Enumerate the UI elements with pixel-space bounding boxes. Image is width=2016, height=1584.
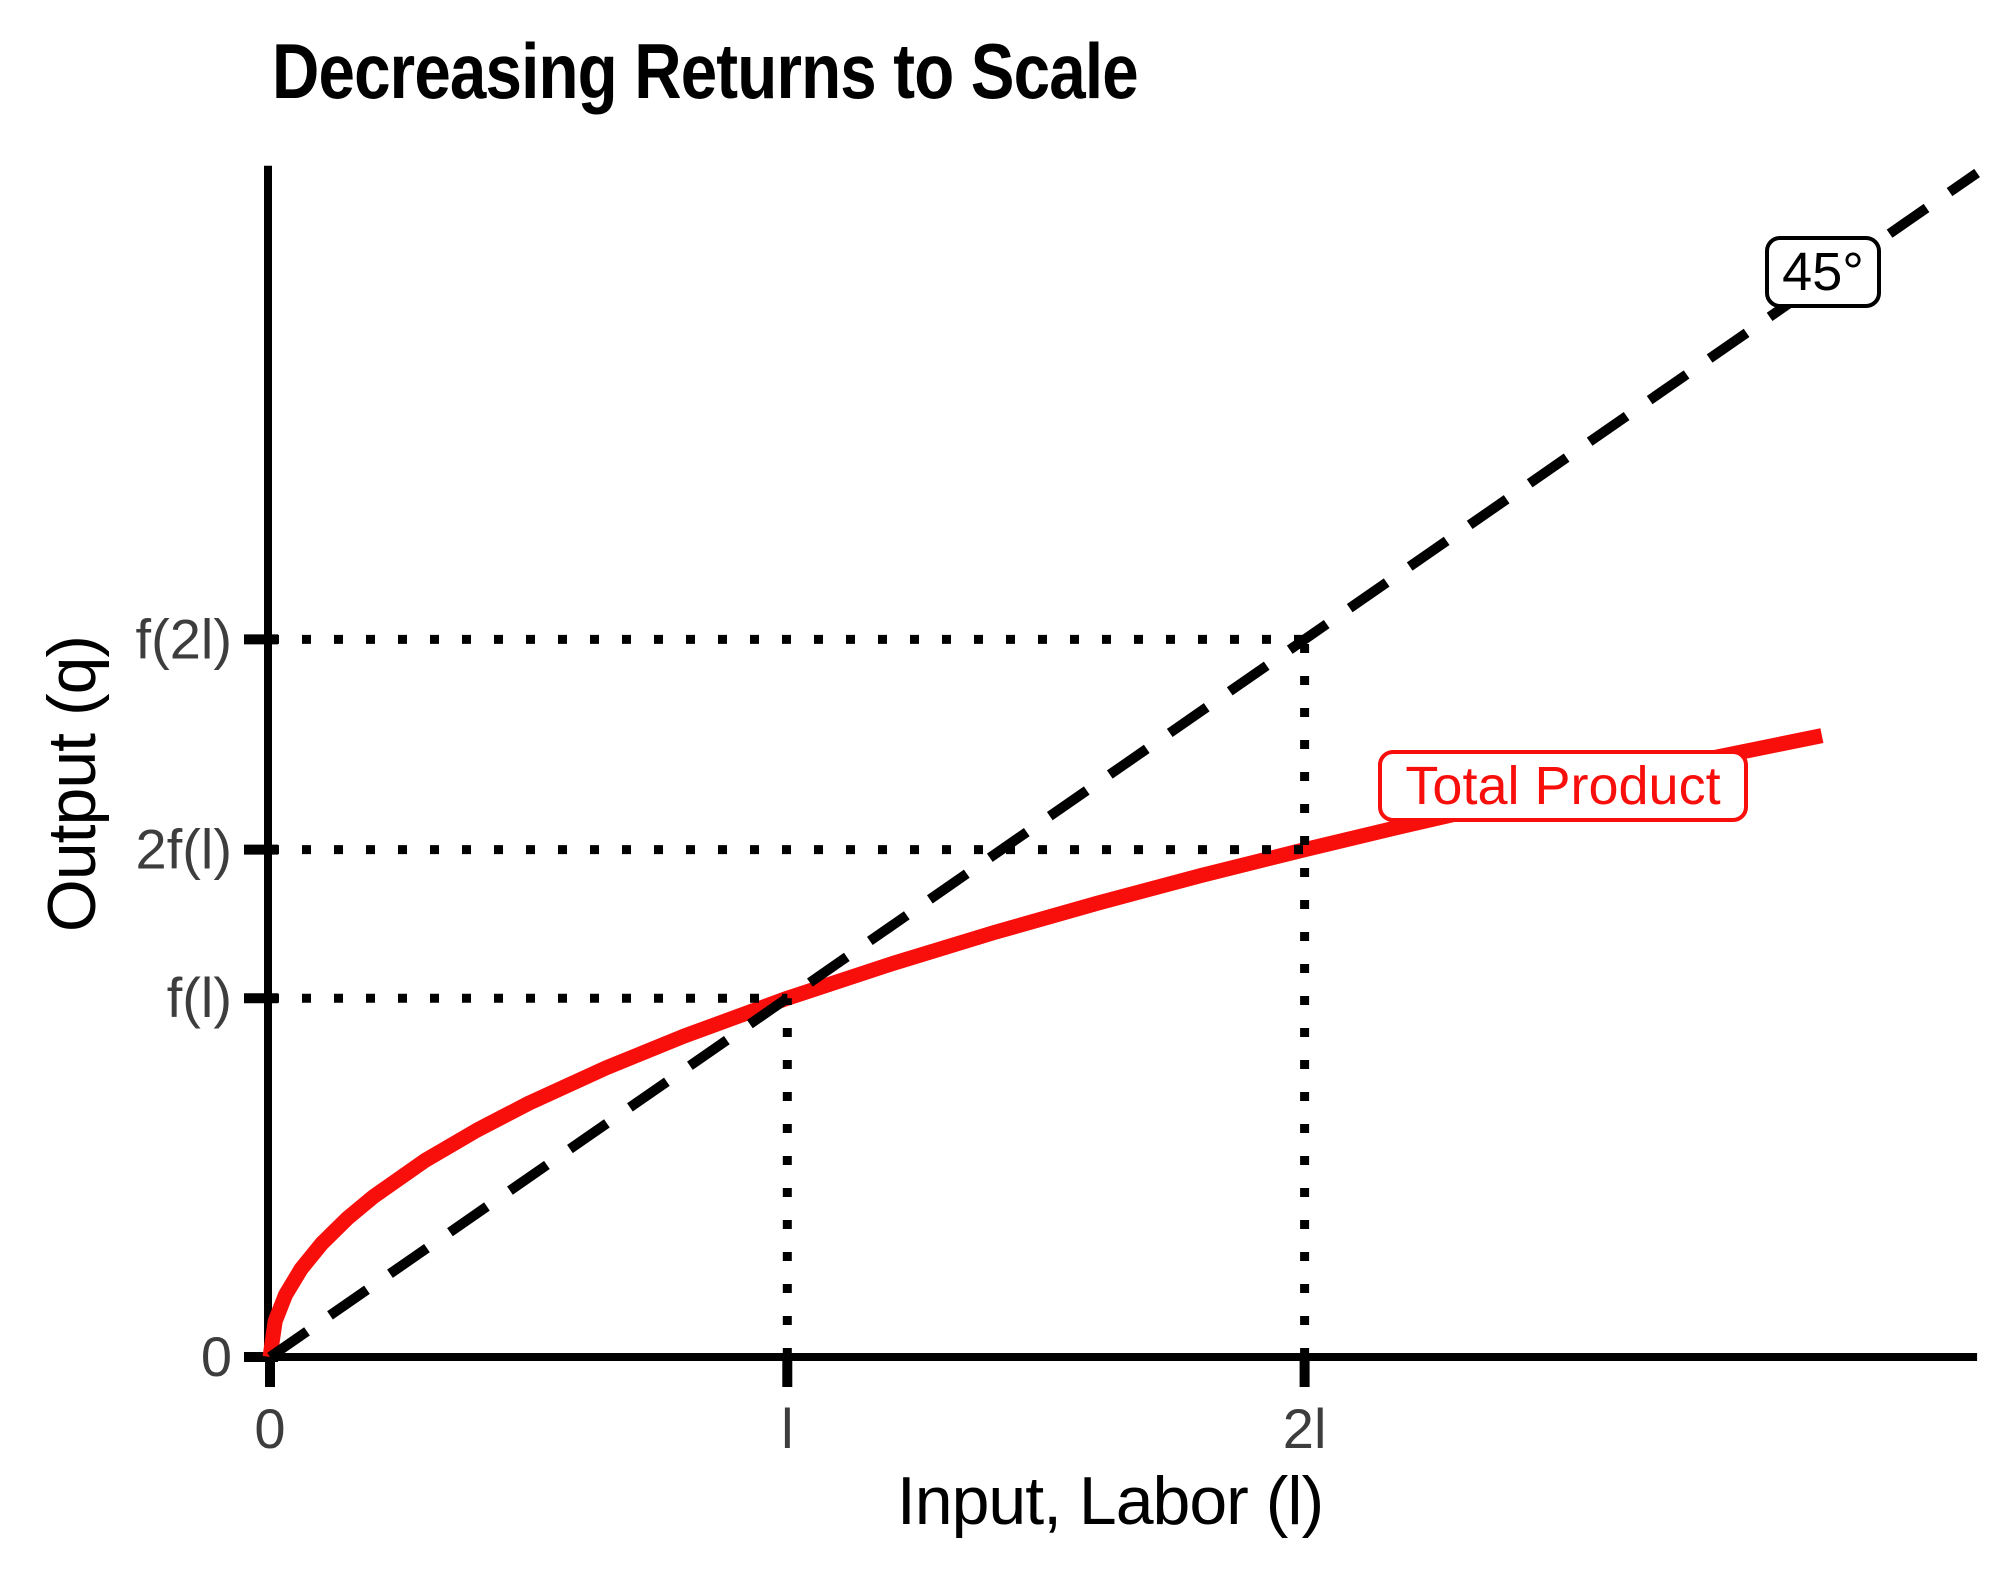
total-product-label: Total Product: [1378, 750, 1748, 822]
x-axis-title: Input, Labor (l): [896, 1463, 1324, 1539]
y-tick-label: f(2l): [136, 607, 232, 670]
forty-five-degree-label: 45°: [1765, 236, 1881, 308]
forty-five-degree-line: [267, 168, 1980, 1362]
x-tick-label: 0: [254, 1397, 285, 1460]
y-axis-title: Output (q): [34, 635, 110, 933]
x-tick-label: l: [781, 1397, 793, 1460]
x-tick-label: 2l: [1283, 1397, 1327, 1460]
y-tick-label: f(l): [167, 966, 232, 1029]
y-tick-label: 2f(l): [136, 818, 232, 881]
y-tick-label: 0: [201, 1325, 232, 1388]
chart-title: Decreasing Returns to Scale: [272, 27, 1139, 115]
total-product-curve: [262, 728, 1824, 1359]
